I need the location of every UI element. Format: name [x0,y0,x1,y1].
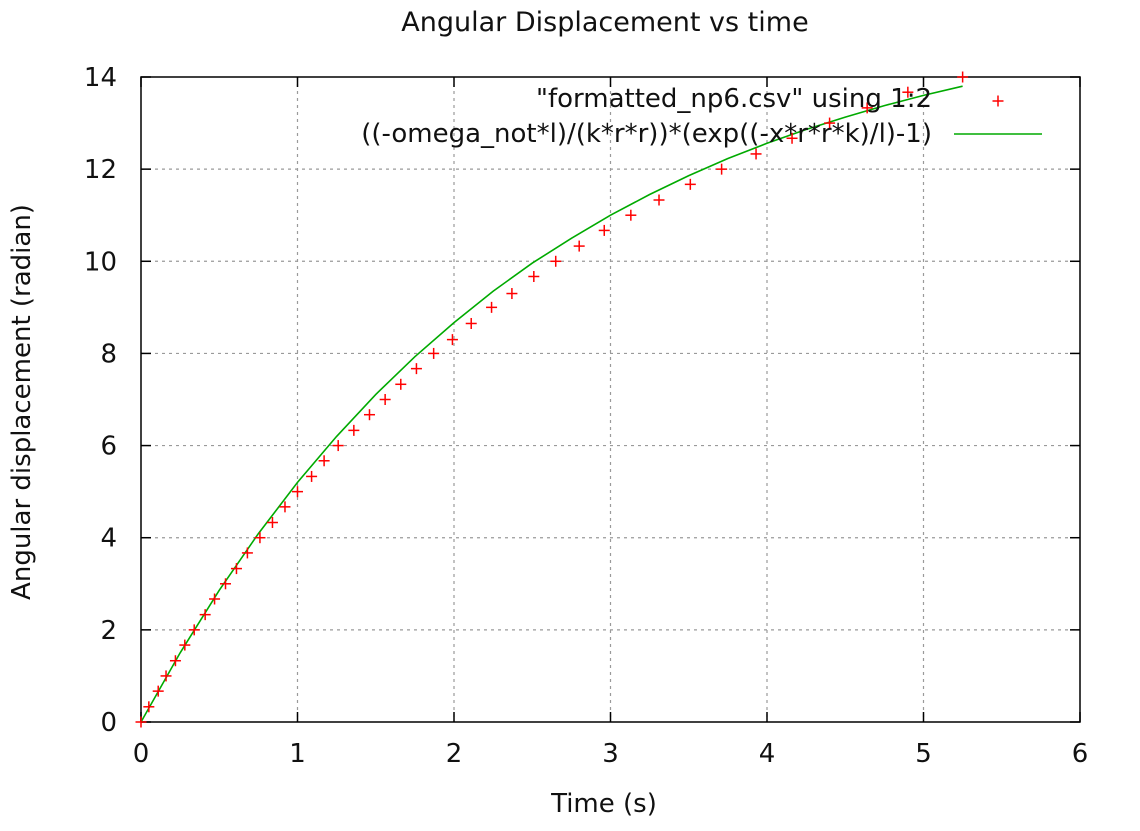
data-point [902,86,914,98]
y-tick-label: 6 [100,432,117,462]
data-point [199,609,211,621]
data-point [318,455,330,467]
y-tick-label: 14 [84,63,117,93]
x-tick-labels: 0 1 2 3 4 5 6 [133,739,1089,769]
y-tick-label: 8 [100,339,117,369]
data-point [135,716,147,728]
data-point [254,532,266,544]
data-point [428,347,440,359]
data-point [152,685,164,697]
legend-marker-points [992,95,1004,107]
y-tick-label: 0 [100,708,117,738]
data-point [169,655,181,667]
y-tick-label: 10 [84,247,117,277]
grid-lines [141,77,1080,722]
data-point [332,440,344,452]
data-point [486,301,498,313]
data-point [209,593,221,605]
data-point [573,240,585,252]
y-tick-labels: 0 2 4 6 8 10 12 14 [84,63,117,738]
series-layer [135,71,969,728]
data-point [241,547,253,559]
legend: "formatted_np6.csv" using 1:2 ((-omega_n… [361,84,1042,149]
data-point [348,424,360,436]
x-tick-label: 5 [915,739,932,769]
data-point [446,334,458,346]
fit-curve-line [140,85,963,723]
data-point [379,394,391,405]
x-tick-label: 0 [133,739,150,769]
data-point [363,409,375,421]
x-tick-label: 2 [446,739,463,769]
legend-label-line: ((-omega_not*l)/(k*r*r))*(exp((-x*r*r*k)… [361,119,932,149]
data-point [230,563,242,575]
data-point [143,701,155,713]
data-point [957,71,969,83]
data-point [506,288,518,300]
data-point [625,209,637,221]
data-point [861,102,873,114]
x-tick-label: 4 [759,739,776,769]
data-point [786,132,798,144]
data-point [684,178,696,190]
data-point [550,255,562,267]
data-point [716,163,728,175]
data-point [395,378,407,390]
data-point [824,117,836,129]
data-point [220,578,232,590]
legend-plus-marker [992,95,1004,107]
legend-label-points: "formatted_np6.csv" using 1:2 [536,84,932,114]
data-point [410,363,422,375]
data-point [160,670,172,682]
data-point [266,517,278,529]
x-tick-label: 1 [289,739,306,769]
x-tick-label: 3 [602,739,619,769]
data-point [528,270,540,282]
y-tick-label: 4 [100,524,117,554]
x-tick-label: 6 [1072,739,1089,769]
data-point [279,501,291,513]
data-point [653,194,665,206]
data-point [750,148,762,160]
data-point [598,224,610,236]
y-tick-label: 12 [84,155,117,185]
y-axis-label: Angular displacement (radian) [7,204,37,600]
x-axis-label: Time (s) [550,789,657,819]
data-point [188,624,200,636]
data-point [179,639,191,651]
y-tick-label: 2 [100,616,117,646]
data-point [465,317,477,329]
data-point [292,486,303,498]
chart-title: Angular Displacement vs time [401,7,808,38]
data-point [306,470,318,482]
